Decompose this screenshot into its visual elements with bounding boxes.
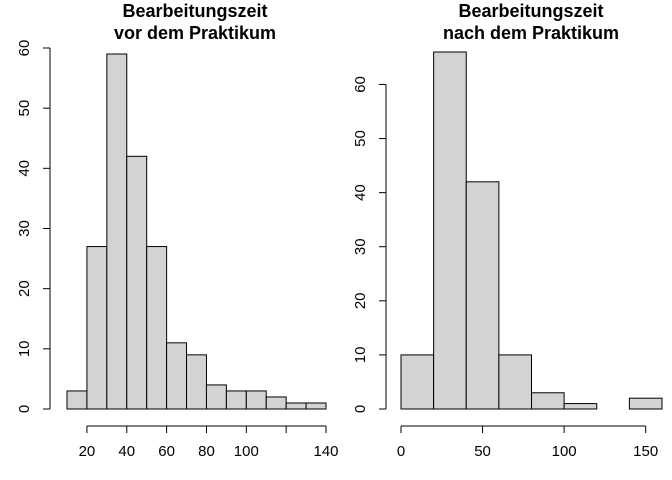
x-tick-label: 40 (118, 443, 135, 460)
y-tick-label: 20 (16, 280, 33, 297)
x-tick-label: 50 (474, 443, 491, 460)
y-tick-label: 0 (16, 405, 33, 413)
y-tick-label: 20 (352, 292, 369, 309)
y-tick-label: 10 (16, 340, 33, 357)
histogram-bar-5 (166, 342, 188, 410)
chart-title-line-2: nach dem Praktikum (443, 23, 619, 43)
histogram-bar-12 (305, 402, 327, 410)
y-tick-label: 60 (16, 40, 33, 57)
x-tick-label: 20 (79, 443, 96, 460)
y-tick-label: 40 (352, 184, 369, 201)
histogram-bar-2 (465, 181, 500, 410)
histogram-bar-7 (205, 384, 227, 410)
x-tick-label: 80 (198, 443, 215, 460)
histogram-bar-9 (245, 390, 267, 410)
x-tick-label: 150 (633, 443, 658, 460)
x-tick-label: 60 (158, 443, 175, 460)
y-tick-label: 40 (16, 160, 33, 177)
histogram-bar-5 (563, 403, 598, 410)
histogram-bar-11 (285, 402, 307, 410)
y-tick-label: 0 (352, 405, 369, 413)
y-tick-label: 30 (16, 220, 33, 237)
x-tick-label: 100 (234, 443, 259, 460)
histogram-bar-3 (126, 155, 148, 410)
histogram-bar-3 (498, 354, 532, 410)
x-tick-label: 0 (397, 443, 405, 460)
y-tick-label: 50 (16, 100, 33, 117)
histogram-bar-2 (106, 53, 128, 410)
histogram-bar-10 (265, 396, 287, 410)
y-tick-label: 30 (352, 238, 369, 255)
y-tick-label: 50 (352, 130, 369, 147)
histogram-bar-7 (628, 397, 663, 410)
histogram-bar-0 (66, 390, 88, 410)
chart-title-line-2: vor dem Praktikum (114, 23, 276, 43)
histogram-bar-0 (400, 354, 435, 410)
y-tick-label: 10 (352, 347, 369, 364)
x-tick-label: 140 (313, 443, 338, 460)
histogram-bar-1 (86, 246, 108, 410)
histogram-bar-1 (433, 51, 467, 410)
chart-title-line-1: Bearbeitungszeit (122, 1, 267, 21)
histogram-bar-4 (531, 392, 565, 410)
y-tick-label: 60 (352, 76, 369, 93)
histogram-bar-6 (186, 354, 207, 410)
histogram-bar-8 (225, 390, 247, 410)
histogram-bar-4 (146, 246, 168, 410)
x-tick-label: 100 (552, 443, 577, 460)
chart-title-line-1: Bearbeitungszeit (458, 1, 603, 21)
